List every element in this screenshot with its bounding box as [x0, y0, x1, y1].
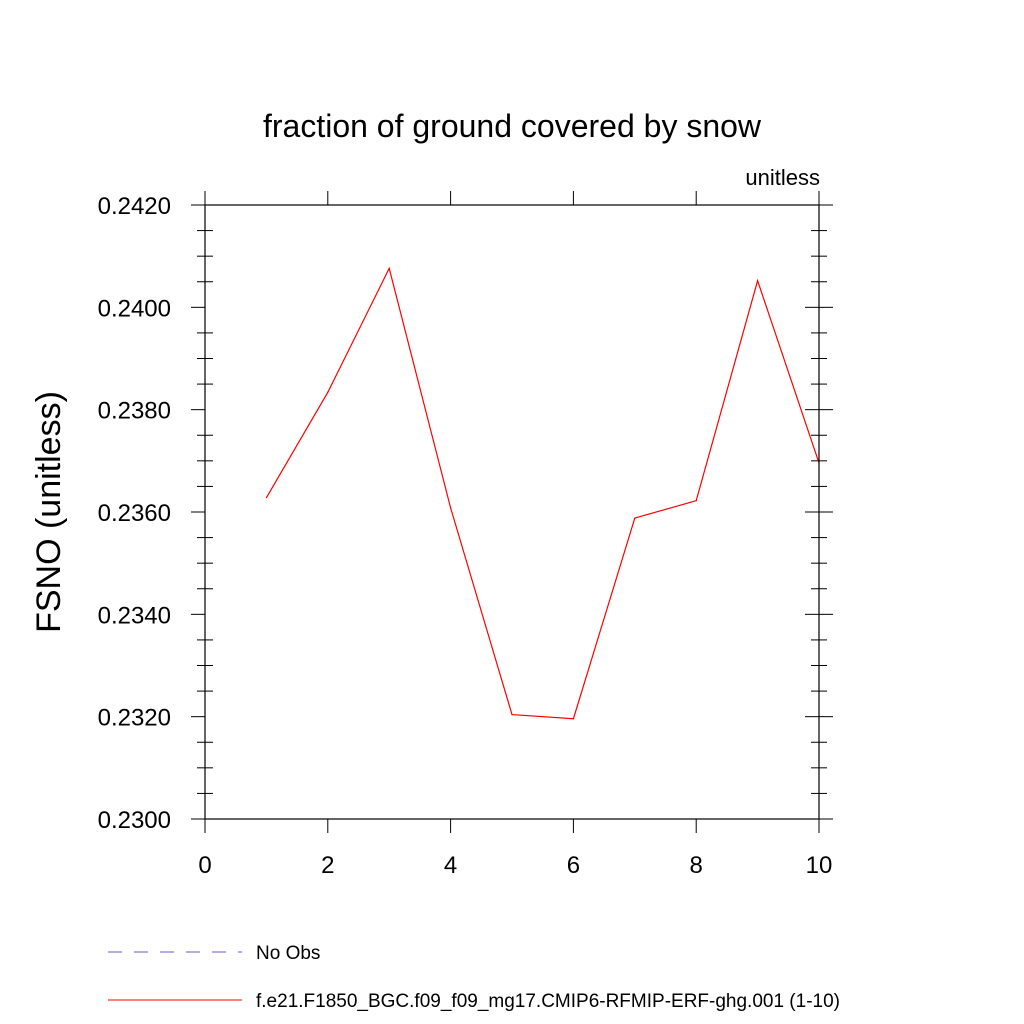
- chart-title: fraction of ground covered by snow: [263, 108, 762, 144]
- x-tick-label: 4: [444, 852, 457, 879]
- units-label: unitless: [745, 165, 820, 190]
- data-point: [511, 714, 513, 716]
- data-point: [265, 497, 267, 499]
- x-tick-label: 10: [806, 852, 833, 879]
- data-point: [327, 391, 329, 393]
- y-tick-label: 0.2320: [98, 705, 171, 732]
- y-tick-label: 0.2380: [98, 398, 171, 425]
- y-tick-label: 0.2420: [98, 193, 171, 220]
- x-tick-label: 2: [321, 852, 334, 879]
- series-line: [265, 266, 820, 720]
- axis-ticks: 0 2 4 6 8 10 0.2300 0.2320 0.2340 0.2360 0.2380 0.2…: [98, 191, 833, 879]
- y-tick-label: 0.2360: [98, 500, 171, 527]
- data-point: [634, 517, 636, 519]
- plot-frame: [204, 204, 820, 820]
- legend-label: No Obs: [256, 943, 320, 964]
- y-axis-label: FSNO (unitless): [30, 391, 68, 633]
- legend-label: f.e21.F1850_BGC.f09_f09_mg17.CMIP6-RFMIP…: [256, 991, 840, 1012]
- x-tick-label: 8: [690, 852, 703, 879]
- data-point: [572, 718, 575, 720]
- y-tick-label: 0.2340: [98, 602, 171, 629]
- data-point: [450, 507, 452, 509]
- data-point: [757, 280, 759, 282]
- data-point: [695, 500, 697, 502]
- x-tick-label: 0: [198, 852, 211, 879]
- y-tick-label: 0.2400: [98, 295, 171, 322]
- series-layer: [265, 266, 820, 720]
- y-tick-label: 0.2300: [98, 807, 171, 834]
- x-tick-label: 6: [567, 852, 580, 879]
- data-point: [388, 267, 390, 270]
- legend: No Obs f.e21.F1850_BGC.f09_f09_mg17.CMIP6…: [108, 943, 840, 1012]
